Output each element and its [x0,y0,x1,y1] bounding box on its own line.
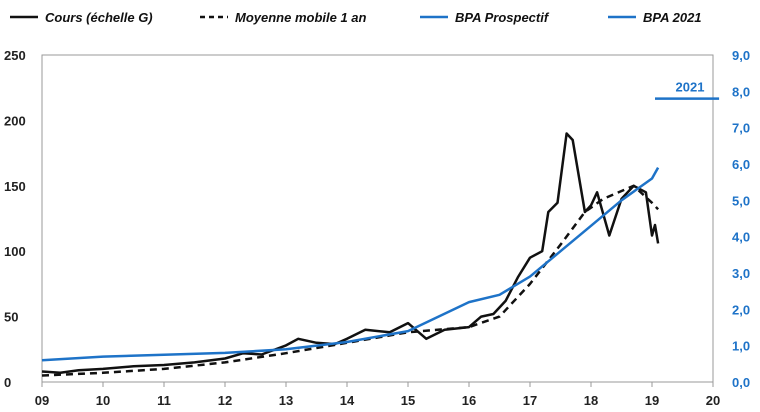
annotation-label: 2021 [676,80,705,95]
y-tick-left: 250 [4,48,26,63]
x-tick: 20 [706,393,720,408]
y-tick-left: 50 [4,310,18,325]
y-tick-left: 0 [4,375,11,390]
legend-label: BPA 2021 [643,10,702,25]
x-tick: 11 [157,393,171,408]
legend-label: BPA Prospectif [455,10,550,25]
x-tick: 18 [584,393,598,408]
y-tick-right: 8,0 [732,84,750,99]
y-tick-right: 1,0 [732,339,750,354]
x-tick: 12 [218,393,232,408]
y-tick-right: 0,0 [732,375,750,390]
y-tick-right: 2,0 [732,302,750,317]
y-tick-right: 7,0 [732,121,750,136]
x-tick: 14 [340,393,355,408]
x-tick: 09 [35,393,49,408]
x-tick: 17 [523,393,537,408]
series-line-1 [41,184,660,377]
y-tick-left: 150 [4,179,26,194]
legend-label: Moyenne mobile 1 an [235,10,367,25]
y-tick-right: 3,0 [732,266,750,281]
y-tick-right: 9,0 [732,48,750,63]
x-tick: 16 [462,393,476,408]
series-line-2 [41,166,660,362]
series-line-0 [41,132,660,375]
plot-frame [41,54,714,383]
x-tick: 10 [96,393,110,408]
y-tick-right: 4,0 [732,230,750,245]
legend-label: Cours (échelle G) [45,10,153,25]
y-tick-right: 5,0 [732,193,750,208]
x-tick: 19 [645,393,659,408]
y-tick-left: 200 [4,113,26,128]
x-tick: 13 [279,393,293,408]
y-tick-right: 6,0 [732,157,750,172]
x-tick: 15 [401,393,415,408]
y-tick-left: 100 [4,244,26,259]
